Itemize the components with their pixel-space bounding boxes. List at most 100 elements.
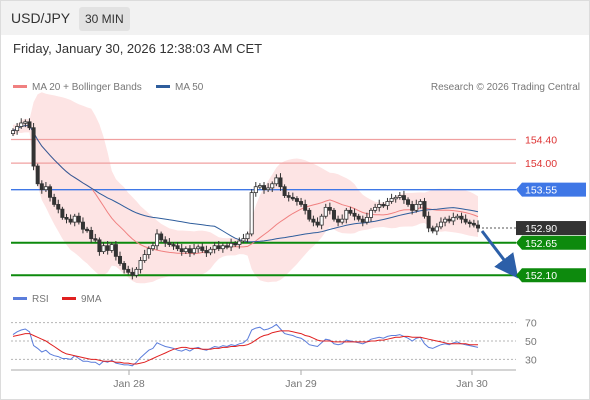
candle — [85, 226, 90, 233]
candle — [68, 214, 73, 225]
candle — [348, 206, 353, 216]
candle — [196, 244, 201, 253]
candle — [418, 199, 423, 209]
candle — [187, 245, 192, 257]
candle — [10, 128, 15, 136]
candle — [389, 193, 394, 204]
bollinger-band-area — [13, 92, 478, 284]
x-tick-label: Jan 30 — [456, 378, 488, 390]
x-tick-label: Jan 29 — [285, 378, 317, 390]
candle — [155, 229, 160, 250]
candle — [15, 122, 20, 135]
candle — [27, 118, 32, 131]
candle — [299, 197, 304, 207]
candle — [134, 266, 139, 278]
candle — [146, 246, 151, 259]
candle — [336, 215, 341, 227]
candle — [286, 192, 291, 202]
candle — [130, 267, 135, 280]
candle — [89, 226, 94, 243]
ma20-legend-swatch — [13, 85, 27, 88]
candle — [385, 197, 390, 210]
candle — [393, 194, 398, 203]
symbol-title: USD/JPY — [11, 10, 71, 26]
rsi-tick-label: 30 — [525, 354, 537, 366]
ma50-legend-swatch — [156, 85, 170, 88]
candle — [163, 236, 168, 247]
candle — [315, 217, 320, 228]
candle — [175, 242, 180, 252]
pivot-tag-2 — [516, 182, 586, 197]
candle — [270, 181, 275, 193]
candle — [475, 220, 480, 233]
candle — [319, 213, 324, 230]
candle — [467, 219, 472, 228]
candle — [373, 203, 378, 213]
candle — [35, 163, 40, 187]
candle — [167, 238, 172, 247]
candle — [122, 261, 127, 274]
candle — [455, 213, 460, 220]
support-label-4: 152.65 — [525, 238, 557, 250]
candle — [471, 219, 476, 228]
candle — [19, 118, 24, 129]
candle — [192, 243, 197, 256]
x-axis-ticks: Jan 28 Jan 29 Jan 30 — [113, 370, 488, 390]
candle — [233, 241, 238, 247]
candle — [463, 214, 468, 225]
rsi-line — [12, 323, 479, 367]
candle — [97, 237, 102, 256]
candle — [179, 243, 184, 256]
resistance-label-0: 154.40 — [525, 135, 557, 147]
candle — [23, 119, 28, 128]
candle — [216, 241, 221, 252]
datetime-label: Friday, January 30, 2026 12:38:03 AM CET — [13, 41, 263, 56]
copyright-label: Research © 2026 Trading Central — [431, 82, 580, 93]
candle — [451, 212, 456, 226]
candle — [56, 199, 61, 214]
timeframe-selector[interactable]: 30 MIN — [79, 7, 130, 31]
candle — [204, 245, 209, 257]
candle — [426, 211, 431, 233]
candle — [282, 184, 287, 198]
price-legend: MA 20 + Bollinger Bands MA 50 — [13, 82, 204, 93]
candle — [224, 242, 229, 250]
rsi-ma-line — [12, 330, 478, 365]
candle — [76, 212, 81, 225]
candle — [80, 217, 85, 234]
candle — [220, 243, 225, 253]
candle — [72, 213, 77, 227]
candle — [101, 242, 106, 254]
rsi-ma-legend-label: 9MA — [81, 294, 102, 305]
candle — [241, 233, 246, 244]
candle — [142, 249, 147, 263]
candle — [352, 208, 357, 221]
candle — [331, 207, 336, 222]
candle — [245, 231, 250, 243]
candle — [274, 174, 279, 187]
candle — [60, 206, 65, 220]
candle — [381, 202, 386, 208]
candle — [183, 246, 188, 254]
candle — [138, 256, 143, 274]
ma50-legend-label: MA 50 — [175, 82, 204, 93]
resistance-label-1: 154.00 — [525, 158, 557, 170]
candle — [397, 192, 402, 200]
forecast-arrow — [480, 230, 519, 279]
candle — [278, 173, 283, 191]
candle — [171, 242, 176, 250]
candle — [253, 182, 258, 197]
candle — [126, 265, 131, 275]
candle — [327, 202, 332, 215]
candle — [266, 183, 271, 193]
candle — [438, 217, 443, 230]
candle — [401, 190, 406, 204]
candle — [237, 237, 242, 249]
candle — [117, 251, 122, 266]
rsi-tick-label: 70 — [525, 318, 537, 330]
candle — [39, 180, 44, 194]
candle — [294, 196, 299, 206]
rsi-legend-label: RSI — [32, 294, 49, 305]
candle — [290, 192, 295, 201]
